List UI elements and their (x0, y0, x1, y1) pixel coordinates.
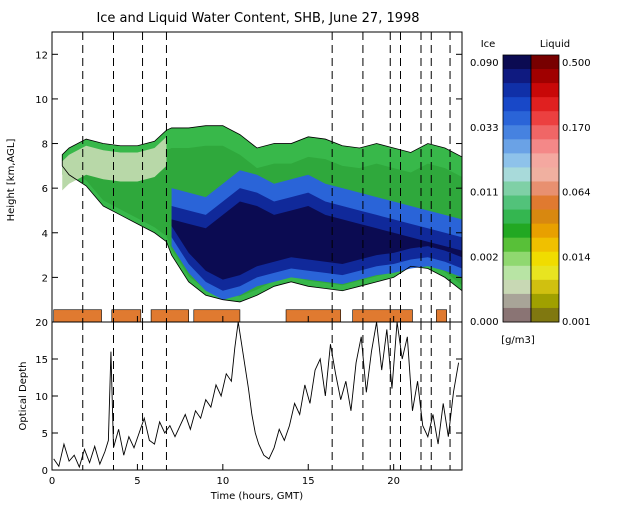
liquid-colorbar-swatch (531, 97, 559, 112)
liquid-layer (53, 309, 447, 322)
liquid-tick-label: 0.170 (562, 123, 591, 134)
ice-cloud-dense-core (171, 201, 462, 280)
ice-colorbar-swatch (503, 293, 531, 309)
liquid-colorbar-swatch (531, 83, 559, 98)
ice-tick-label: 0.000 (470, 317, 499, 328)
ice-colorbar-swatch (503, 181, 531, 197)
optical-depth-series (53, 322, 460, 469)
colorbar-units: [g/m3] (501, 335, 535, 346)
ice-tick-label: 0.033 (470, 123, 499, 134)
top-y-axis-label: Height [km,AGL] (6, 139, 17, 222)
liquid-tick-label: 0.014 (562, 252, 591, 263)
liquid-layer-segment (53, 309, 102, 322)
top-y-ticks: 2 4 6 8 10 12 (35, 50, 462, 284)
liquid-colorbar-swatch (531, 139, 559, 154)
liquid-tick-label: 0.064 (562, 188, 591, 199)
liquid-colorbar-swatch (531, 181, 559, 197)
liquid-layer-segment (436, 309, 447, 322)
liquid-layer-segment (111, 309, 142, 322)
liquid-colorbar-swatch (531, 265, 559, 281)
x-tick-label: 10 (216, 476, 229, 487)
ice-cloud-thin (62, 136, 167, 191)
liquid-colorbar-swatch (531, 251, 559, 267)
ice-colorbar-swatch (503, 279, 531, 295)
liquid-colorbar-swatch (531, 195, 559, 211)
liquid-layer-segment (352, 309, 413, 322)
ice-cloud-layer (61, 125, 462, 303)
bottom-y-axis-label: Optical Depth (18, 362, 29, 431)
ice-colorbar-swatch (503, 195, 531, 211)
x-ticks: 0 5 10 15 20 (49, 316, 400, 487)
chart-title: Ice and Liquid Water Content, SHB, June … (96, 11, 419, 26)
ice-colorbar-swatch (503, 139, 531, 154)
top-y-tick-label: 2 (42, 273, 48, 284)
ice-colorbar-swatch (503, 209, 531, 225)
bottom-y-tick-label: 5 (42, 429, 48, 440)
ice-cloud-outline (61, 125, 462, 303)
liquid-colorbar-swatch (531, 293, 559, 309)
liquid-colorbar-swatch (531, 279, 559, 295)
liquid-colorbar-swatch (531, 167, 559, 182)
bottom-y-tick-label: 10 (35, 392, 48, 403)
bottom-panel: 0 5 10 15 20 0 5 10 15 20 Optical Depth Time (ho… (18, 316, 463, 502)
liquid-tick-label: 0.001 (562, 317, 591, 328)
liquid-colorbar (530, 54, 560, 323)
top-panel: 2 4 6 8 10 12 Height [km,AGL] (6, 31, 463, 323)
bottom-y-tick-label: 15 (35, 355, 48, 366)
liquid-layer-segment (193, 309, 241, 322)
ice-colorbar-swatch (503, 265, 531, 281)
ice-colorbar-swatch (503, 153, 531, 168)
ice-colorbar-header: Ice (481, 39, 496, 50)
x-tick-label: 0 (49, 476, 55, 487)
top-y-tick-label: 12 (35, 50, 48, 61)
liquid-colorbar-swatch (531, 237, 559, 253)
top-y-tick-label: 10 (35, 95, 48, 106)
top-y-tick-label: 8 (42, 140, 48, 151)
liquid-colorbar-swatch (531, 69, 559, 84)
ice-colorbar-swatch (503, 237, 531, 253)
liquid-colorbar-swatch (531, 209, 559, 225)
bottom-y-tick-label: 20 (35, 318, 48, 329)
ice-tick-label: 0.090 (470, 58, 499, 69)
liquid-tick-label: 0.500 (562, 58, 591, 69)
liquid-colorbar-swatch (531, 307, 559, 323)
x-axis-label: Time (hours, GMT) (210, 491, 304, 502)
liquid-layer-segment (150, 309, 189, 322)
ice-colorbar-swatch (503, 69, 531, 84)
optical-depth-line (53, 322, 460, 469)
ice-colorbar-swatch (503, 97, 531, 112)
liquid-colorbar-swatch (531, 223, 559, 239)
x-tick-label: 15 (302, 476, 315, 487)
ice-colorbar-swatch (503, 111, 531, 126)
top-y-tick-label: 4 (42, 229, 48, 240)
liquid-colorbar-swatch (531, 55, 559, 70)
liquid-colorbar-header: Liquid (540, 39, 570, 50)
ice-tick-label: 0.002 (470, 252, 499, 263)
liquid-colorbar-swatch (531, 111, 559, 126)
ice-colorbar (502, 54, 532, 323)
bottom-y-tick-label: 0 (42, 466, 48, 477)
liquid-layer-segment (285, 309, 342, 322)
ice-tick-label: 0.011 (470, 188, 499, 199)
ice-colorbar-swatch (503, 167, 531, 182)
x-tick-label: 5 (134, 476, 140, 487)
colorbar-tick-labels: 0.090 0.033 0.011 0.002 0.000 0.500 0.170 0.064… (470, 58, 591, 328)
x-tick-label: 20 (387, 476, 400, 487)
liquid-colorbar-frame (530, 54, 560, 323)
ice-colorbar-swatch (503, 55, 531, 70)
liquid-colorbar-swatch (531, 153, 559, 168)
colorbar: Ice Liquid 0.090 0.033 0.011 0.002 0.000 0.50… (470, 39, 591, 346)
ice-colorbar-swatch (503, 223, 531, 239)
vertical-dashed-markers-top (82, 32, 451, 322)
top-y-tick-label: 6 (42, 184, 48, 195)
ice-colorbar-swatch (503, 83, 531, 98)
ice-colorbar-swatch (503, 251, 531, 267)
liquid-colorbar-swatch (531, 125, 559, 140)
ice-colorbar-swatch (503, 125, 531, 140)
ice-colorbar-swatch (503, 307, 531, 323)
bottom-y-ticks: 0 5 10 15 20 (35, 318, 462, 477)
